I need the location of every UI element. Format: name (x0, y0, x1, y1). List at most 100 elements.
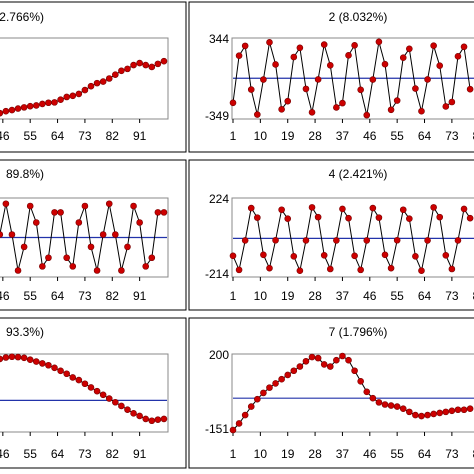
x-tick-label: 55 (24, 447, 38, 461)
data-point (387, 402, 395, 409)
data-point (87, 82, 95, 90)
x-tick-label: 55 (390, 289, 404, 303)
data-point (278, 206, 285, 214)
data-point (314, 213, 322, 221)
x-tick-label: 55 (390, 129, 404, 143)
data-point (460, 406, 468, 414)
x-tick-label: 37 (336, 447, 350, 461)
data-point (229, 252, 237, 260)
data-point (308, 353, 316, 361)
x-tick-label: 73 (78, 289, 92, 303)
data-point (399, 405, 407, 413)
x-tick-label: 73 (445, 289, 459, 303)
data-point (57, 209, 64, 216)
x-tick-label: 28 (308, 129, 322, 143)
data-point (314, 354, 322, 362)
data-point (314, 76, 322, 83)
data-point (241, 411, 249, 419)
data-point (247, 204, 255, 212)
data-point (235, 52, 243, 59)
data-point (229, 426, 237, 434)
data-point (0, 109, 4, 117)
data-point (160, 415, 168, 423)
data-point (254, 395, 261, 403)
data-point (93, 79, 101, 87)
data-point (63, 254, 70, 262)
data-point (247, 403, 255, 410)
data-point (369, 76, 377, 83)
x-tick-label: 64 (51, 447, 65, 461)
data-point (272, 236, 279, 244)
data-point (430, 410, 437, 418)
x-tick-label: 46 (0, 447, 10, 461)
data-point (363, 111, 371, 119)
data-point (399, 54, 407, 61)
data-point (278, 106, 285, 113)
data-point (63, 370, 70, 378)
data-point (260, 76, 267, 83)
data-point (93, 387, 101, 395)
data-point (20, 104, 28, 111)
x-tick-label: 46 (0, 289, 10, 303)
data-point (363, 388, 371, 396)
data-point (69, 374, 77, 381)
data-point (142, 263, 150, 270)
data-point (363, 237, 371, 244)
data-point (99, 391, 107, 399)
x-tick-label: 10 (254, 447, 268, 461)
data-point (247, 86, 255, 93)
data-point (333, 237, 340, 244)
data-point (406, 408, 413, 416)
data-point (26, 356, 34, 364)
data-point (118, 267, 125, 274)
data-point (124, 243, 131, 251)
x-tick-label: 64 (51, 129, 65, 143)
panel-title: 7 (1.796%) (329, 325, 388, 339)
data-point (57, 96, 64, 103)
data-point (26, 102, 34, 110)
data-point (0, 231, 4, 238)
x-tick-label: 37 (336, 129, 350, 143)
data-point (160, 57, 168, 65)
data-point (412, 253, 419, 260)
panel-title: 2.766%) (0, 10, 44, 24)
x-tick-label: 55 (24, 289, 38, 303)
data-point (454, 406, 462, 414)
data-point (229, 99, 237, 107)
data-point (296, 363, 304, 370)
x-tick-label: 19 (281, 289, 295, 303)
data-point (124, 406, 131, 413)
x-tick-label: 46 (363, 447, 377, 461)
x-tick-label: 91 (133, 447, 147, 461)
data-point (32, 358, 40, 365)
data-point (393, 403, 401, 410)
panel-title: 89.8%) (6, 167, 44, 181)
x-tick-label: 73 (78, 129, 92, 143)
data-point (20, 243, 28, 251)
data-point (8, 231, 16, 238)
data-point (436, 409, 444, 417)
plot-area (0, 37, 169, 120)
y-tick-label: -151 (205, 422, 229, 436)
data-point (320, 41, 328, 48)
data-point (254, 214, 261, 221)
data-point (254, 111, 261, 118)
data-point (272, 61, 279, 68)
data-point (339, 205, 346, 213)
data-point (260, 389, 267, 397)
data-point (51, 209, 58, 216)
data-point (460, 205, 468, 213)
data-point (148, 254, 156, 262)
data-point (302, 85, 310, 93)
data-point (290, 253, 298, 260)
data-point (124, 65, 131, 73)
data-point (290, 53, 298, 61)
data-point (375, 399, 383, 406)
data-point (235, 266, 243, 274)
data-point (424, 237, 431, 244)
data-point (454, 237, 462, 244)
data-point (154, 209, 162, 216)
data-point (45, 254, 52, 262)
data-point (284, 371, 292, 379)
x-tick-label: 1 (230, 129, 237, 143)
